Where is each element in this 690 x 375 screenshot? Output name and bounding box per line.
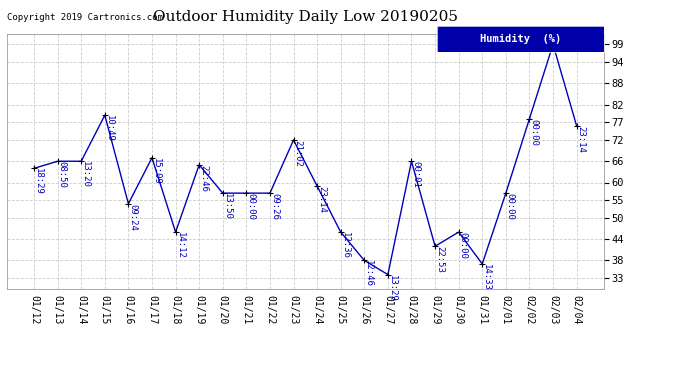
Text: 09:24: 09:24 bbox=[128, 204, 137, 231]
Text: 08:50: 08:50 bbox=[58, 161, 67, 188]
Text: 14:12: 14:12 bbox=[175, 232, 185, 259]
Text: 22:46: 22:46 bbox=[199, 165, 208, 192]
Text: 00:00: 00:00 bbox=[529, 119, 538, 146]
Text: 00:00: 00:00 bbox=[506, 193, 515, 220]
Text: 00:00: 00:00 bbox=[246, 193, 255, 220]
Text: 23:14: 23:14 bbox=[577, 126, 586, 153]
Text: 15:09: 15:09 bbox=[152, 158, 161, 184]
Text: 00:00: 00:00 bbox=[459, 232, 468, 259]
Text: 12:36: 12:36 bbox=[341, 232, 350, 259]
Text: Copyright 2019 Cartronics.com: Copyright 2019 Cartronics.com bbox=[7, 13, 163, 22]
Text: 09:26: 09:26 bbox=[270, 193, 279, 220]
Text: 13:20: 13:20 bbox=[81, 161, 90, 188]
Text: 23:14: 23:14 bbox=[317, 186, 326, 213]
Text: 10:49: 10:49 bbox=[105, 115, 114, 142]
Text: 13:29: 13:29 bbox=[388, 274, 397, 302]
Text: 14:33: 14:33 bbox=[482, 264, 491, 291]
Text: 00:01: 00:01 bbox=[411, 161, 420, 188]
Title: Outdoor Humidity Daily Low 20190205: Outdoor Humidity Daily Low 20190205 bbox=[152, 9, 458, 24]
Text: 13:50: 13:50 bbox=[223, 193, 232, 220]
Text: 18:29: 18:29 bbox=[34, 168, 43, 195]
Text: 21:02: 21:02 bbox=[293, 140, 302, 167]
Text: 22:53: 22:53 bbox=[435, 246, 444, 273]
Text: 12:46: 12:46 bbox=[364, 260, 373, 287]
